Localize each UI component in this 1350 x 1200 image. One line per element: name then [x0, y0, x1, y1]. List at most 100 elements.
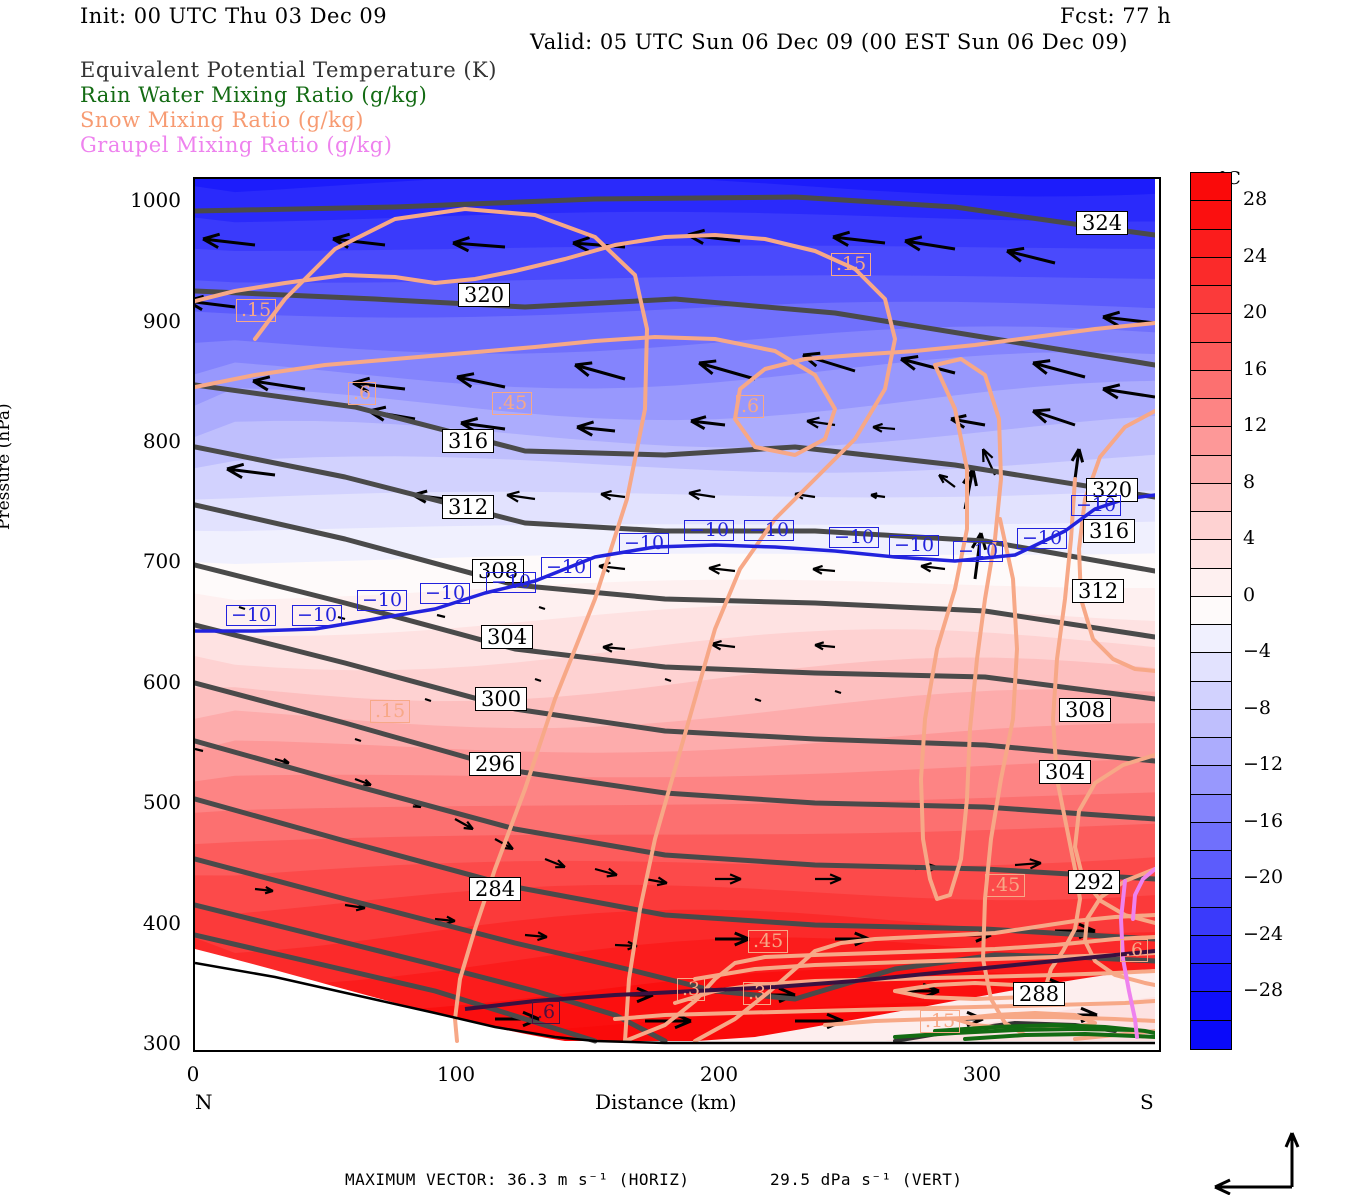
isotherm-contour-label: −10: [953, 541, 1004, 562]
rain-contours: [893, 1023, 1155, 1041]
wind-vector-arrow: [594, 867, 618, 878]
isotherm-contour-label: −10: [486, 572, 537, 593]
colorbar-tick-label: −28: [1243, 979, 1284, 1002]
y-axis-tick-label: 900: [142, 308, 181, 333]
snow-contours: [195, 207, 1155, 1043]
wind-vector-arrow: [534, 677, 542, 683]
isotherm-minus10-line: [195, 493, 1155, 633]
theta-e-contour: [195, 562, 1155, 702]
wind-vector-arrow: [814, 641, 836, 651]
y-axis-tick-label: 300: [142, 1031, 181, 1055]
wind-vector-arrow: [332, 232, 386, 249]
colorbar-swatch: [1191, 794, 1231, 823]
colorbar-swatch: [1191, 653, 1231, 682]
colorbar-swatch: [1191, 879, 1231, 908]
colorbar-swatch: [1191, 399, 1231, 428]
colorbar-tick-label: 24: [1243, 244, 1268, 267]
wind-vector-arrow: [708, 563, 736, 575]
snow-contour-label: .6: [348, 382, 377, 405]
colorbar-tick-label: −4: [1243, 640, 1272, 663]
wind-vector-arrow: [872, 422, 896, 433]
right-endpoint-label: S: [1140, 1090, 1154, 1114]
wind-vector-arrow: [754, 697, 762, 703]
colorbar-swatch: [1191, 964, 1231, 993]
valid-time-label: Valid: 05 UTC Sun 06 Dec 09 (00 EST Sun …: [530, 30, 1128, 54]
x-axis-tick-label: 200: [699, 1062, 739, 1086]
snow-contour: [1043, 477, 1082, 991]
snow-contour-label: .45: [748, 930, 789, 953]
snow-contour-label: .15: [236, 299, 277, 322]
colorbar-swatch: [1191, 1020, 1231, 1049]
y-axis-tick-label: 700: [142, 549, 181, 574]
isotherm-contour-label: −10: [541, 557, 592, 578]
y-axis-title: Pressure (hPa): [0, 403, 14, 530]
isotherm-contour-label: −10: [889, 535, 940, 556]
wind-vector-arrow: [576, 420, 616, 437]
melting-layer-line: [464, 949, 1155, 1011]
colorbar-swatch: [1191, 314, 1231, 343]
wind-vector-arrow: [715, 931, 750, 947]
theta-e-contour: [195, 622, 1155, 764]
theta-e-contour-label: 304: [1039, 760, 1092, 784]
y-axis-tick-label: 800: [142, 428, 181, 453]
theta-e-contour-label: 308: [1059, 698, 1112, 722]
wind-vector-arrow: [938, 473, 956, 488]
colorbar-swatch: [1191, 851, 1231, 880]
snow-contour: [623, 935, 1155, 1043]
wind-vector-arrow: [195, 294, 236, 311]
temperature-colorbar[interactable]: [1190, 172, 1232, 1050]
rain-contour: [963, 1032, 1155, 1041]
isotherm-contour-label: −10: [744, 520, 795, 541]
wind-vector-arrow: [452, 236, 506, 253]
wind-vector-arrow: [354, 777, 372, 787]
legend-item-snow: Snow Mixing Ratio (g/kg): [80, 108, 364, 132]
colorbar-tick-label: 8: [1243, 470, 1256, 493]
colorbar-swatch: [1191, 681, 1231, 710]
colorbar-swatch: [1191, 512, 1231, 541]
theta-e-contour-label: 312: [1072, 579, 1125, 603]
wind-vector-arrow: [698, 359, 756, 381]
cross-section-canvas: [195, 179, 1155, 1046]
theta-e-contour-label: 308: [472, 559, 525, 583]
snow-contour-label: .6: [736, 395, 765, 418]
wind-vector-arrow: [1070, 448, 1085, 480]
colorbar-swatch: [1191, 483, 1231, 512]
isotherm-contour-label: −10: [420, 583, 471, 604]
theta-e-contour-label: 284: [469, 877, 522, 901]
below-ground-mask: [195, 949, 1155, 1046]
x-axis-tick-label: 300: [962, 1062, 1002, 1086]
wind-vector-arrow: [690, 415, 726, 430]
colorbar-swatch: [1191, 822, 1231, 851]
isotherm-minus10: [195, 493, 1155, 633]
wind-vector-arrow: [1102, 383, 1155, 400]
wind-vector-arrow: [354, 737, 362, 743]
colorbar-swatch: [1191, 286, 1231, 315]
theta-e-contour-label: 324: [1076, 211, 1129, 235]
wind-vector-arrow: [715, 873, 742, 885]
wind-vector-arrow: [600, 489, 626, 501]
x-axis-tick-label: 100: [436, 1062, 476, 1086]
cross-section-plot[interactable]: 324 320 316 312 308 304 300 296 284 320 316 312 308 3…: [193, 177, 1161, 1052]
colorbar-swatch: [1191, 992, 1231, 1021]
theta-e-contour-label: 312: [442, 495, 495, 519]
theta-e-contour-label: 320: [458, 283, 511, 307]
theta-e-contour-label: 316: [442, 429, 495, 453]
colorbar-swatch: [1191, 596, 1231, 625]
vector-scale-legend: [1214, 1132, 1300, 1195]
theta-e-contour-label: 304: [481, 625, 534, 649]
colorbar-swatch: [1191, 935, 1231, 964]
below-ground-mask-2: [195, 971, 1155, 1046]
theta-e-contour-label: 300: [475, 687, 528, 711]
wind-vector-arrow: [1006, 246, 1056, 265]
theta-e-contour: [195, 738, 1155, 882]
wind-vector-arrow: [454, 818, 474, 831]
colorbar-swatch: [1191, 173, 1231, 202]
isotherm-contour-label: −10: [829, 527, 880, 548]
colorbar-swatch: [1191, 257, 1231, 286]
snow-contour-label: .3: [743, 982, 772, 1005]
colorbar-swatch: [1191, 540, 1231, 569]
colorbar-swatch: [1191, 568, 1231, 597]
wind-vector-arrow: [904, 235, 956, 252]
wind-vector-arrow: [870, 492, 886, 500]
wind-vector-arrow: [252, 375, 306, 392]
